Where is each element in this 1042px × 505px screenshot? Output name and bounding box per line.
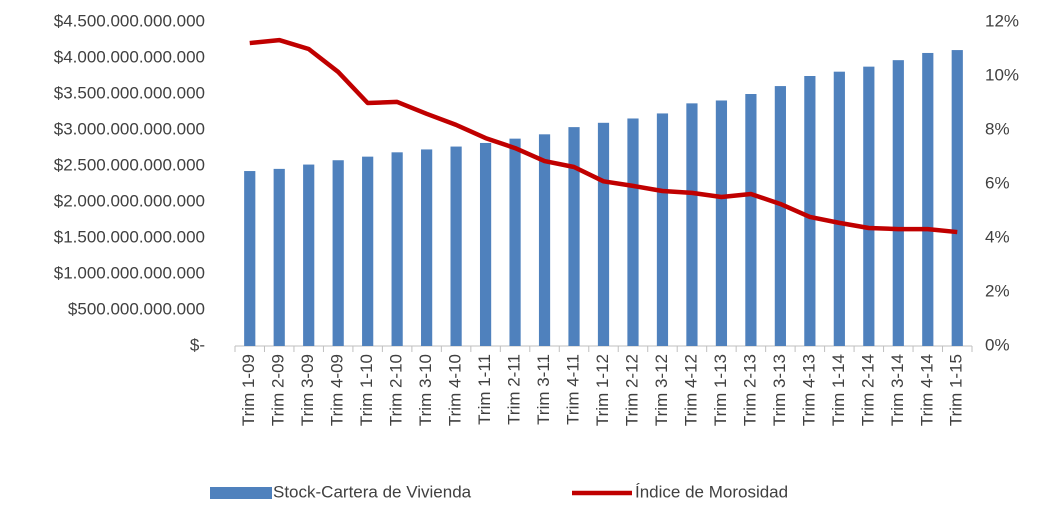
y2-tick-label: 6% [985,173,1010,192]
bar [273,168,285,346]
x-tick-label: Trim 2-09 [269,354,288,426]
y-tick-label: $4.000.000.000.000 [54,47,205,66]
x-tick-label: Trim 2-11 [505,354,524,425]
bar [774,86,786,346]
y-tick-label: $3.000.000.000.000 [54,119,205,138]
bar [863,66,875,346]
y2-tick-label: 12% [985,11,1019,30]
y-tick-label: $500.000.000.000 [68,299,205,318]
x-tick-label: Trim 2-13 [740,354,759,426]
bar [391,152,403,346]
x-tick-label: Trim 4-09 [328,354,347,426]
x-tick-label: Trim 1-10 [357,354,376,426]
line [249,37,958,235]
bar [951,50,963,347]
x-tick-label: Trim 4-13 [799,354,818,426]
x-tick-label: Trim 1-15 [947,354,966,426]
y2-tick-label: 0% [985,335,1010,354]
x-tick-label: Trim 4-10 [446,354,465,426]
bar [745,94,757,346]
x-tick-label: Trim 3-10 [416,354,435,426]
bar [627,118,639,346]
bar [362,156,374,346]
bar [509,138,521,346]
bar [568,127,580,347]
x-tick-label: Trim 1-09 [239,354,258,426]
x-tick-label: Trim 2-14 [858,354,877,426]
y2-tick-label: 8% [985,119,1010,138]
y2-tick-label: 10% [985,65,1019,84]
bar [538,134,551,346]
bar [421,149,433,346]
bar [597,122,610,346]
x-tick-label: Trim 4-14 [917,354,936,426]
x-tick-label: Trim 4-11 [564,354,583,425]
y-tick-label: $1.500.000.000.000 [54,227,205,246]
x-tick-label: Trim 3-09 [298,354,317,426]
y2-tick-label: 2% [985,281,1010,300]
legend-swatch [210,487,272,499]
y2-tick-label: 4% [985,227,1010,246]
y-tick-label: $4.500.000.000.000 [54,11,205,30]
bar [303,164,315,346]
y-tick-label: $1.000.000.000.000 [54,263,205,282]
bar [892,60,904,346]
bar [656,113,669,346]
x-tick-label: Trim 2-12 [622,354,641,426]
x-tick-label: Trim 1-14 [829,354,848,426]
bar [479,142,492,346]
x-tick-label: Trim 1-11 [475,354,494,425]
bar [450,146,462,346]
y-tick-label: $- [190,335,205,354]
legend-label: Stock-Cartera de Vivienda [273,482,472,501]
y-tick-label: $3.500.000.000.000 [54,83,205,102]
bar [686,103,698,346]
bar [833,71,845,347]
bar [715,100,728,346]
x-tick-label: Trim 3-11 [534,354,553,425]
x-tick-label: Trim 1-13 [711,354,730,426]
y-tick-label: $2.000.000.000.000 [54,191,205,210]
x-tick-label: Trim 1-12 [593,354,612,426]
bar [922,52,934,347]
bar [244,171,256,346]
x-tick-label: Trim 2-10 [387,354,406,426]
x-tick-label: Trim 4-12 [681,354,700,426]
y-tick-label: $2.500.000.000.000 [54,155,205,174]
x-tick-label: Trim 3-13 [770,354,789,426]
bar [804,76,816,346]
x-tick-label: Trim 3-12 [652,354,671,426]
legend-label: Índice de Morosidad [635,482,788,501]
x-tick-label: Trim 3-14 [888,354,907,426]
bar [332,160,344,346]
